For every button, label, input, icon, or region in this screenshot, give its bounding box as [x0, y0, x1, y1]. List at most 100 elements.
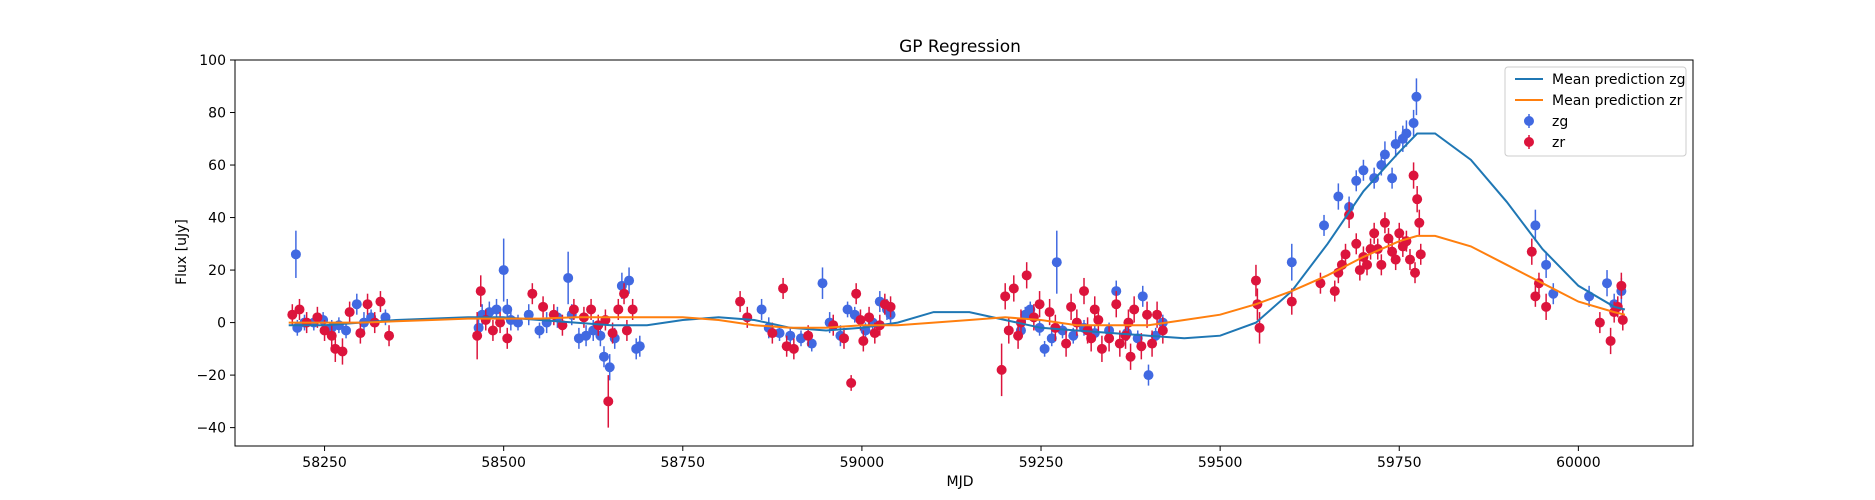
data-point-zr — [788, 343, 799, 354]
data-point-zr — [1351, 238, 1362, 249]
data-point-zg — [1530, 220, 1541, 231]
x-axis-ticks: 58250 58500 58750 59000 59250 59500 59750 60000 — [302, 446, 1601, 471]
data-point-zr — [1376, 259, 1387, 270]
x-tick-label: 60000 — [1556, 455, 1601, 471]
data-point-zr — [326, 330, 337, 341]
data-point-zr — [1066, 301, 1077, 312]
data-point-zg — [1602, 278, 1613, 289]
data-point-zr — [375, 296, 386, 307]
data-point-zg — [1379, 149, 1390, 160]
data-point-zr — [627, 304, 638, 315]
data-point-zr — [355, 328, 366, 339]
data-point-zr — [1387, 246, 1398, 257]
x-tick-label: 59500 — [1198, 455, 1243, 471]
data-point-zr — [1315, 278, 1326, 289]
data-point-zg — [624, 275, 635, 286]
data-point-zg — [1286, 257, 1297, 268]
data-point-zr — [735, 296, 746, 307]
data-point-zr — [1250, 275, 1261, 286]
data-point-zg — [1358, 165, 1369, 176]
data-point-zr — [1408, 170, 1419, 181]
data-point-zg — [491, 304, 502, 315]
data-point-zr — [1021, 270, 1032, 281]
x-tick-label: 58250 — [302, 455, 347, 471]
x-tick-label: 59750 — [1377, 455, 1422, 471]
y-tick-label: 20 — [208, 263, 226, 279]
series-zg — [290, 78, 1627, 386]
data-point-zg — [634, 341, 645, 352]
data-point-zg — [290, 249, 301, 260]
data-point-zr — [1129, 304, 1140, 315]
x-tick-label: 59000 — [840, 455, 885, 471]
data-point-zr — [885, 301, 896, 312]
data-point-zg — [1068, 330, 1079, 341]
data-point-zr — [1617, 314, 1628, 325]
data-point-zr — [538, 301, 549, 312]
data-point-zr — [1414, 217, 1425, 228]
data-point-zr — [1147, 338, 1158, 349]
y-axis-ticks: −40 −20 0 20 40 60 80 100 — [196, 53, 235, 437]
x-tick-label: 58750 — [661, 455, 706, 471]
data-point-zr — [1086, 333, 1097, 344]
data-point-zr — [996, 364, 1007, 375]
y-tick-label: 60 — [208, 158, 226, 174]
data-point-zr — [1404, 254, 1415, 265]
data-point-zr — [294, 304, 305, 315]
data-point-zr — [1089, 304, 1100, 315]
data-point-zr — [864, 312, 875, 323]
data-point-zr — [1526, 246, 1537, 257]
data-point-zr — [1125, 351, 1136, 362]
data-point-zr — [1157, 325, 1168, 336]
mean-line-mean-prediction-zr — [288, 234, 1626, 329]
data-point-zr — [1410, 267, 1421, 278]
data-point-zg — [1025, 304, 1036, 315]
data-point-zg — [1401, 128, 1412, 139]
x-axis-label: MJD — [947, 474, 974, 490]
data-point-zr — [495, 317, 506, 328]
data-point-zr — [1034, 299, 1045, 310]
data-point-zr — [1136, 341, 1147, 352]
data-point-zg — [595, 330, 606, 341]
data-point-zr — [838, 333, 849, 344]
legend-label: Mean prediction zg — [1552, 72, 1686, 88]
data-point-zg — [1387, 173, 1398, 184]
y-tick-label: 40 — [208, 211, 226, 227]
data-point-zr — [1254, 322, 1265, 333]
data-point-zr — [344, 307, 355, 318]
data-point-zr — [1365, 244, 1376, 255]
data-point-zr — [803, 330, 814, 341]
data-point-zr — [1003, 325, 1014, 336]
data-point-zr — [1379, 217, 1390, 228]
data-point-zg — [1046, 333, 1057, 344]
data-point-zr — [846, 377, 857, 388]
chart-title: GP Regression — [899, 37, 1021, 57]
data-point-zr — [1329, 286, 1340, 297]
data-point-zg — [1548, 288, 1559, 299]
data-point-zr — [869, 328, 880, 339]
data-point-zr — [312, 312, 323, 323]
data-point-zr — [1104, 333, 1115, 344]
data-point-zr — [607, 328, 618, 339]
plot-area — [287, 78, 1628, 428]
data-point-zr — [613, 304, 624, 315]
data-point-zr — [1394, 228, 1405, 239]
data-point-zr — [1362, 259, 1373, 270]
y-tick-label: −40 — [196, 421, 226, 437]
data-point-zr — [475, 286, 486, 297]
data-point-zg — [351, 299, 362, 310]
data-point-zr — [1111, 299, 1122, 310]
data-point-zg — [1411, 91, 1422, 102]
data-point-zr — [1594, 317, 1605, 328]
data-point-zr — [1412, 194, 1423, 205]
data-point-zg — [502, 304, 513, 315]
data-point-zg — [473, 322, 484, 333]
data-point-zr — [1390, 254, 1401, 265]
data-point-zr — [1605, 335, 1616, 346]
data-point-zr — [1061, 338, 1072, 349]
x-tick-label: 59250 — [1019, 455, 1064, 471]
data-point-zr — [287, 309, 298, 320]
data-point-zr — [384, 330, 395, 341]
data-point-zr — [472, 330, 483, 341]
data-point-zg — [1319, 220, 1330, 231]
data-point-zr — [527, 288, 538, 299]
